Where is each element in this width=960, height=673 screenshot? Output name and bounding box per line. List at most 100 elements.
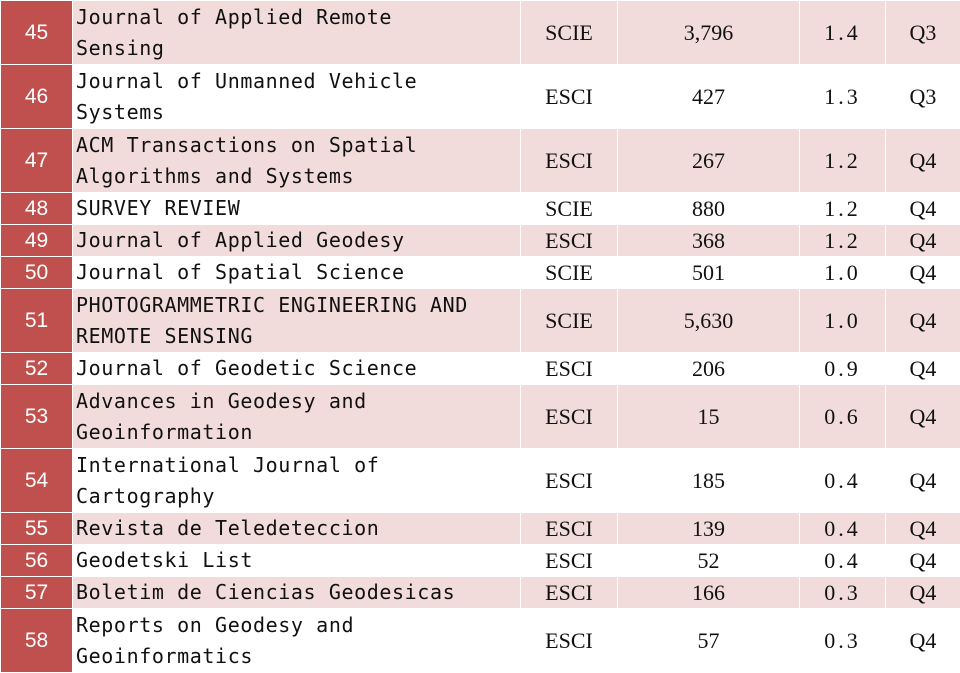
citations-cell: 427 — [618, 65, 800, 129]
impact-factor-cell: 0.6 — [800, 385, 886, 449]
rank-cell: 45 — [1, 1, 73, 65]
rank-cell: 55 — [1, 513, 73, 545]
index-cell: ESCI — [521, 353, 618, 385]
rank-cell: 53 — [1, 385, 73, 449]
quartile-cell: Q4 — [886, 449, 960, 513]
journal-title-cell: Journal of Geodetic Science — [73, 353, 521, 385]
quartile-cell: Q4 — [886, 609, 960, 673]
citations-cell: 139 — [618, 513, 800, 545]
impact-factor-cell: 1.0 — [800, 257, 886, 289]
citations-cell: 368 — [618, 225, 800, 257]
rank-cell: 46 — [1, 65, 73, 129]
journal-title-line: Revista de Teledeteccion — [76, 513, 520, 544]
rank-cell: 56 — [1, 545, 73, 577]
index-cell: ESCI — [521, 129, 618, 193]
citations-cell: 206 — [618, 353, 800, 385]
journal-title-cell: Journal of Spatial Science — [73, 257, 521, 289]
journal-title-cell: Revista de Teledeteccion — [73, 513, 521, 545]
citations-cell: 267 — [618, 129, 800, 193]
journal-title-line: Geoinformation — [76, 417, 520, 448]
impact-factor-cell: 0.3 — [800, 609, 886, 673]
journal-title-line: Advances in Geodesy and — [76, 386, 520, 417]
index-cell: SCIE — [521, 289, 618, 353]
impact-factor-cell: 1.2 — [800, 225, 886, 257]
journal-title-line: Geoinformatics — [76, 641, 520, 672]
journal-title-line: REMOTE SENSING — [76, 321, 520, 352]
quartile-cell: Q3 — [886, 65, 960, 129]
quartile-cell: Q4 — [886, 289, 960, 353]
rank-cell: 58 — [1, 609, 73, 673]
journal-title-line: Algorithms and Systems — [76, 161, 520, 192]
journal-title-line: Journal of Spatial Science — [76, 257, 520, 288]
impact-factor-cell: 0.4 — [800, 545, 886, 577]
citations-cell: 3,796 — [618, 1, 800, 65]
journal-title-line: Journal of Applied Remote — [76, 2, 520, 33]
index-cell: SCIE — [521, 257, 618, 289]
rank-cell: 57 — [1, 577, 73, 609]
quartile-cell: Q4 — [886, 225, 960, 257]
rank-cell: 54 — [1, 449, 73, 513]
impact-factor-cell: 1.2 — [800, 193, 886, 225]
rank-cell: 50 — [1, 257, 73, 289]
index-cell: SCIE — [521, 193, 618, 225]
quartile-cell: Q4 — [886, 545, 960, 577]
citations-cell: 501 — [618, 257, 800, 289]
index-cell: ESCI — [521, 577, 618, 609]
impact-factor-cell: 1.2 — [800, 129, 886, 193]
journal-title-line: Boletim de Ciencias Geodesicas — [76, 577, 520, 608]
index-cell: ESCI — [521, 65, 618, 129]
journal-title-line: Geodetski List — [76, 545, 520, 576]
quartile-cell: Q4 — [886, 193, 960, 225]
journal-title-cell: Boletim de Ciencias Geodesicas — [73, 577, 521, 609]
citations-cell: 5,630 — [618, 289, 800, 353]
quartile-cell: Q4 — [886, 385, 960, 449]
journal-title-line: Reports on Geodesy and — [76, 610, 520, 641]
journal-title-line: Systems — [76, 97, 520, 128]
journal-title-cell: SURVEY REVIEW — [73, 193, 521, 225]
rank-cell: 47 — [1, 129, 73, 193]
impact-factor-cell: 0.3 — [800, 577, 886, 609]
journal-title-line: Journal of Unmanned Vehicle — [76, 66, 520, 97]
journal-title-line: International Journal of — [76, 450, 520, 481]
index-cell: ESCI — [521, 609, 618, 673]
quartile-cell: Q4 — [886, 257, 960, 289]
quartile-cell: Q4 — [886, 577, 960, 609]
journal-title-line: Sensing — [76, 33, 520, 64]
citations-cell: 166 — [618, 577, 800, 609]
impact-factor-cell: 1.0 — [800, 289, 886, 353]
journal-title-line: SURVEY REVIEW — [76, 193, 520, 224]
journal-title-line: Cartography — [76, 481, 520, 512]
journal-title-line: ACM Transactions on Spatial — [76, 130, 520, 161]
quartile-cell: Q4 — [886, 129, 960, 193]
journal-title-line: Journal of Geodetic Science — [76, 353, 520, 384]
citations-cell: 880 — [618, 193, 800, 225]
index-cell: ESCI — [521, 225, 618, 257]
rank-cell: 49 — [1, 225, 73, 257]
citations-cell: 52 — [618, 545, 800, 577]
index-cell: ESCI — [521, 449, 618, 513]
quartile-cell: Q3 — [886, 1, 960, 65]
quartile-cell: Q4 — [886, 353, 960, 385]
journal-title-line: Journal of Applied Geodesy — [76, 225, 520, 256]
journal-title-cell: Journal of Applied Geodesy — [73, 225, 521, 257]
rank-cell: 52 — [1, 353, 73, 385]
